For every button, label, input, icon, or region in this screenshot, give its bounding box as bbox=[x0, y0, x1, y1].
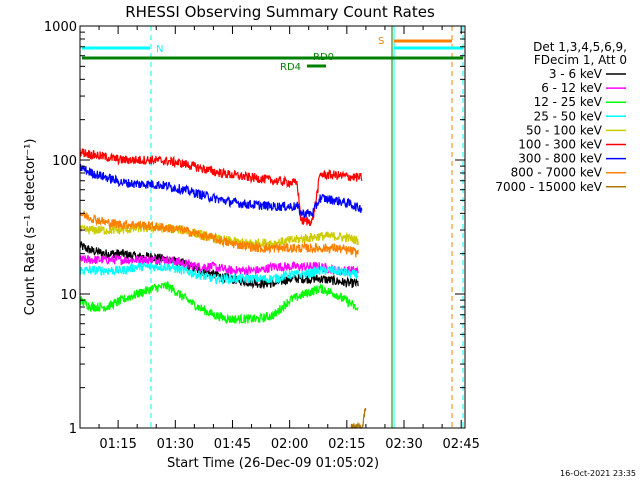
legend-header: FDecim 1, Att 0 bbox=[534, 53, 627, 67]
x-tick-label: 02:45 bbox=[442, 437, 479, 452]
timestamp: 16-Oct-2021 23:35 bbox=[560, 469, 636, 478]
series-line bbox=[79, 261, 359, 285]
legend-entry: 6 - 12 keV bbox=[541, 81, 603, 95]
y-tick-label: 1000 bbox=[44, 20, 77, 35]
legend-entry: 12 - 25 keV bbox=[534, 95, 603, 109]
x-tick-label: 01:45 bbox=[214, 437, 251, 452]
x-tick-label: 01:30 bbox=[157, 437, 194, 452]
series-line bbox=[79, 210, 359, 258]
y-axis-label: Count Rate (s⁻¹ detector⁻¹) bbox=[23, 139, 38, 316]
state-flags: N RD0 RD4 S bbox=[82, 36, 463, 73]
series-line bbox=[79, 221, 359, 250]
series-line bbox=[79, 281, 359, 325]
series-layer bbox=[79, 148, 367, 429]
series-line bbox=[350, 408, 367, 429]
series-line bbox=[79, 253, 359, 277]
series-line bbox=[79, 163, 363, 219]
x-axis-label: Start Time (26-Dec-09 01:05:02) bbox=[167, 456, 379, 471]
vertical-marker-lines bbox=[150, 26, 464, 428]
legend-entry: 50 - 100 keV bbox=[526, 123, 603, 137]
x-tick-label: 02:30 bbox=[385, 437, 422, 452]
y-tick-label: 10 bbox=[60, 288, 77, 303]
legend-entry: 800 - 7000 keV bbox=[511, 166, 603, 180]
legend-header: Det 1,3,4,5,6,9, bbox=[533, 40, 627, 54]
x-tick-label: 01:15 bbox=[99, 437, 136, 452]
legend-entry: 3 - 6 keV bbox=[549, 67, 603, 81]
series-line bbox=[79, 148, 363, 227]
legend-entry: 100 - 300 keV bbox=[518, 138, 602, 152]
legend-entry: 300 - 800 keV bbox=[518, 152, 602, 166]
legend: Det 1,3,4,5,6,9,FDecim 1, Att 03 - 6 keV… bbox=[495, 40, 627, 194]
plot-frame bbox=[79, 25, 466, 429]
flag-label: S bbox=[378, 36, 384, 47]
flag-label: RD0 bbox=[313, 52, 334, 63]
x-tick-label: 02:15 bbox=[328, 437, 365, 452]
x-tick-label: 02:00 bbox=[271, 437, 308, 452]
flag-label: N bbox=[156, 44, 163, 55]
y-tick-label: 100 bbox=[52, 154, 77, 169]
axis-ticks: 01:15 01:30 01:45 02:00 02:15 02:30 02:45 1 10 10… bbox=[44, 20, 480, 452]
legend-entry: 25 - 50 keV bbox=[534, 109, 603, 123]
y-tick-label: 1 bbox=[69, 422, 77, 437]
legend-entry: 7000 - 15000 keV bbox=[495, 180, 602, 194]
flag-label: RD4 bbox=[280, 62, 301, 73]
chart-title: RHESSI Observing Summary Count Rates bbox=[125, 3, 435, 21]
